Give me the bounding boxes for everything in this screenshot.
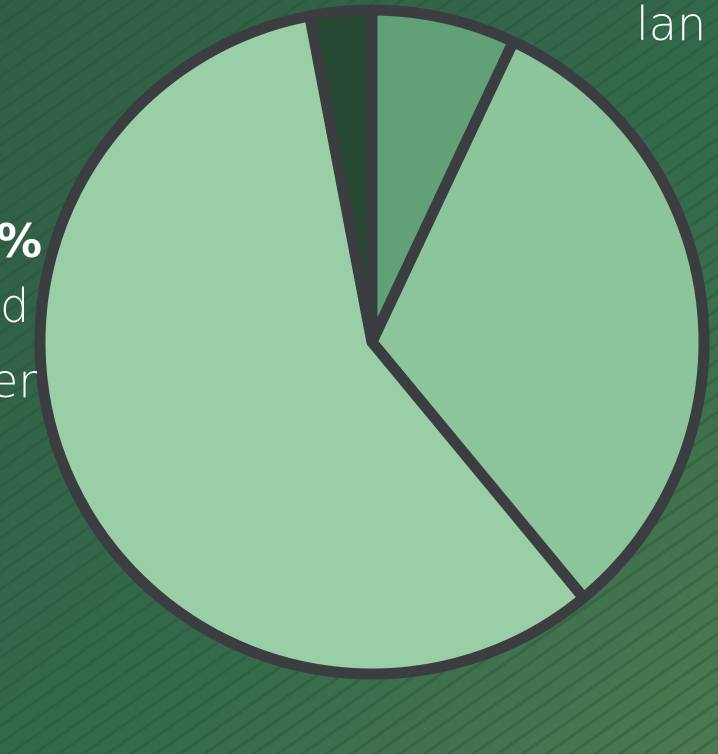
annotation: lan	[636, 0, 706, 51]
annotation: d	[0, 279, 29, 333]
chart: lan % d er	[0, 0, 718, 754]
page: {"chart_data": {"type": "pie", "values":…	[0, 0, 718, 754]
annotation: %	[0, 214, 42, 268]
pie	[40, 10, 704, 674]
annotation: er	[0, 354, 37, 408]
